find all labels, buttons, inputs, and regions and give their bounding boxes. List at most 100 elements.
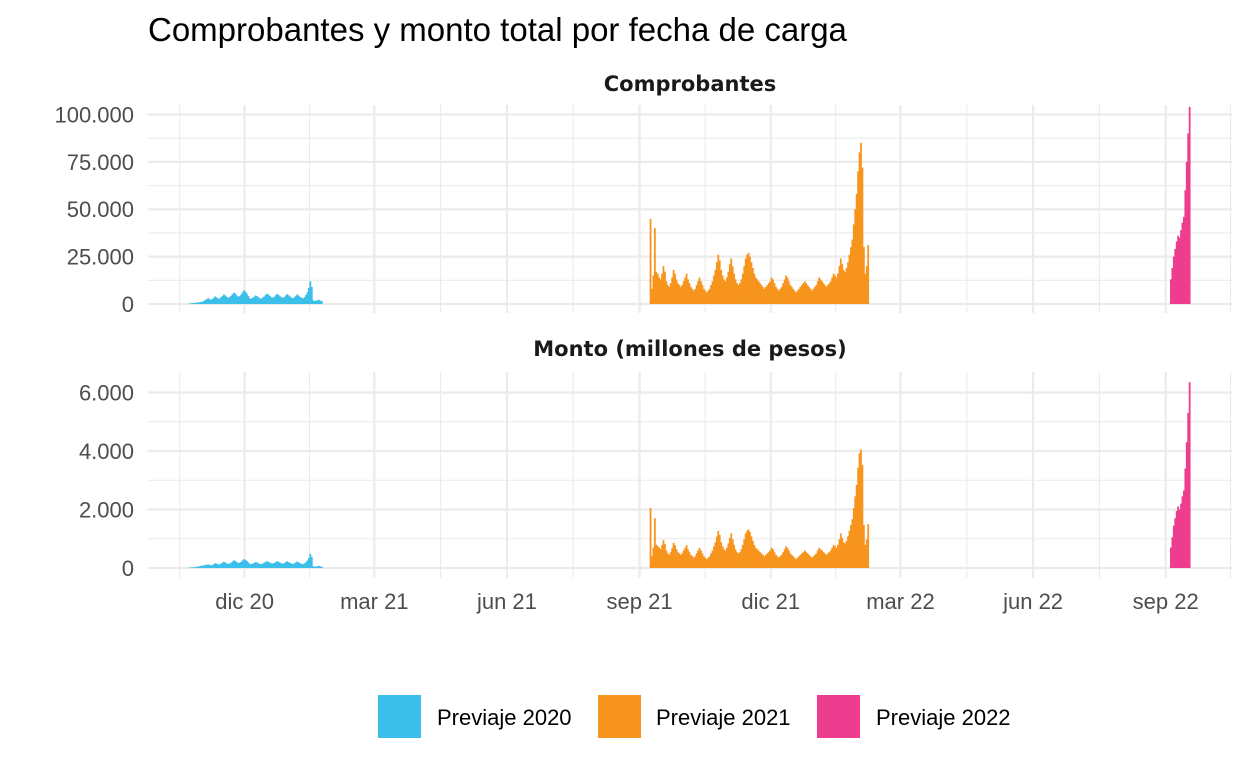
bar-previaje-2021 (852, 508, 855, 568)
bar-previaje-2021 (806, 553, 809, 568)
bar-previaje-2021 (677, 283, 679, 304)
bar-previaje-2021 (786, 277, 789, 304)
bar-previaje-2021 (651, 288, 653, 304)
bar-previaje-2020 (312, 566, 315, 568)
bar-previaje-2021 (852, 224, 855, 304)
bar-previaje-2021 (812, 556, 815, 568)
bar-previaje-2021 (795, 292, 798, 304)
bar-previaje-2021 (713, 546, 715, 568)
bar-previaje-2020 (319, 300, 322, 304)
bar-previaje-2021 (661, 545, 663, 568)
bars-monto (188, 382, 1191, 569)
bar-previaje-2021 (802, 552, 805, 568)
bar-previaje-2021 (850, 247, 852, 304)
bar-previaje-2020 (214, 563, 217, 568)
bar-previaje-2021 (790, 554, 793, 568)
bar-previaje-2021 (694, 556, 697, 568)
bar-previaje-2021 (668, 286, 671, 304)
bar-previaje-2021 (747, 252, 750, 304)
bar-previaje-2020 (261, 297, 264, 304)
bar-previaje-2020 (287, 562, 290, 568)
legend-swatch-2022 (817, 695, 860, 738)
bar-previaje-2021 (715, 536, 718, 568)
bar-previaje-2021 (720, 542, 723, 568)
bar-previaje-2021 (675, 549, 678, 568)
bar-previaje-2020 (195, 566, 198, 568)
bar-previaje-2020 (320, 301, 323, 304)
bar-previaje-2020 (197, 302, 199, 304)
legend-label-2020: Previaje 2020 (437, 705, 572, 730)
bar-previaje-2021 (822, 283, 825, 304)
bar-previaje-2021 (655, 271, 658, 304)
bar-previaje-2021 (664, 544, 666, 568)
bar-previaje-2021 (834, 275, 836, 304)
bar-previaje-2021 (832, 273, 835, 304)
bar-previaje-2021 (727, 271, 730, 304)
bar-previaje-2021 (679, 554, 682, 568)
bar-previaje-2021 (803, 550, 806, 568)
bar-previaje-2020 (235, 562, 238, 568)
bar-previaje-2021 (685, 273, 688, 304)
grid-monto (148, 372, 1232, 578)
bar-previaje-2020 (248, 298, 251, 304)
bar-previaje-2020 (273, 296, 276, 304)
bar-previaje-2021 (649, 508, 652, 568)
bar-previaje-2020 (284, 562, 287, 568)
bar-previaje-2022 (1181, 496, 1184, 568)
bar-previaje-2020 (293, 297, 296, 304)
bar-previaje-2021 (736, 283, 738, 304)
bar-previaje-2021 (714, 269, 717, 304)
bar-previaje-2021 (766, 553, 769, 568)
bar-previaje-2021 (776, 288, 779, 304)
bar-previaje-2021 (816, 550, 819, 568)
bar-previaje-2022 (1188, 382, 1191, 568)
bar-previaje-2021 (701, 553, 704, 568)
bar-previaje-2021 (757, 550, 760, 568)
bars-comprobantes (188, 106, 1191, 305)
bar-previaje-2020 (271, 297, 274, 304)
bar-previaje-2021 (675, 279, 678, 304)
bar-previaje-2020 (258, 298, 261, 304)
bar-previaje-2021 (845, 540, 848, 568)
bar-previaje-2021 (848, 254, 851, 304)
bar-previaje-2021 (743, 266, 746, 304)
x-tick-label: mar 22 (866, 589, 934, 614)
x-tick-label: dic 21 (741, 589, 800, 614)
bar-previaje-2021 (751, 540, 754, 568)
bar-previaje-2021 (860, 142, 862, 304)
bar-previaje-2022 (1181, 222, 1184, 304)
bar-previaje-2021 (682, 550, 685, 568)
bar-previaje-2021 (788, 281, 790, 304)
bar-previaje-2021 (664, 271, 666, 304)
bar-previaje-2021 (718, 534, 721, 568)
bar-previaje-2021 (835, 547, 838, 568)
bar-previaje-2021 (700, 281, 702, 304)
bar-previaje-2021 (841, 264, 844, 304)
bar-previaje-2021 (821, 281, 823, 304)
bar-previaje-2020 (300, 297, 303, 304)
bar-previaje-2021 (739, 283, 741, 304)
bar-previaje-2021 (844, 271, 847, 304)
bar-previaje-2020 (319, 566, 322, 568)
bar-previaje-2020 (306, 292, 309, 304)
bar-previaje-2020 (208, 298, 211, 304)
bar-previaje-2021 (775, 554, 777, 568)
bar-previaje-2020 (238, 296, 241, 304)
bar-previaje-2020 (254, 295, 257, 304)
bar-previaje-2020 (231, 294, 234, 304)
bar-previaje-2020 (224, 295, 227, 304)
bar-previaje-2021 (808, 286, 810, 304)
bar-previaje-2020 (318, 299, 320, 304)
bar-previaje-2021 (681, 285, 684, 304)
bar-previaje-2020 (201, 301, 204, 304)
bar-previaje-2020 (299, 563, 302, 568)
bar-previaje-2021 (688, 283, 691, 304)
bar-previaje-2021 (862, 247, 865, 304)
bar-previaje-2020 (201, 565, 204, 568)
bar-previaje-2020 (269, 562, 271, 568)
bar-previaje-2021 (803, 281, 806, 304)
bar-previaje-2020 (316, 300, 319, 304)
bar-previaje-2020 (264, 294, 267, 304)
bar-previaje-2021 (809, 288, 812, 304)
bar-previaje-2020 (293, 563, 296, 568)
